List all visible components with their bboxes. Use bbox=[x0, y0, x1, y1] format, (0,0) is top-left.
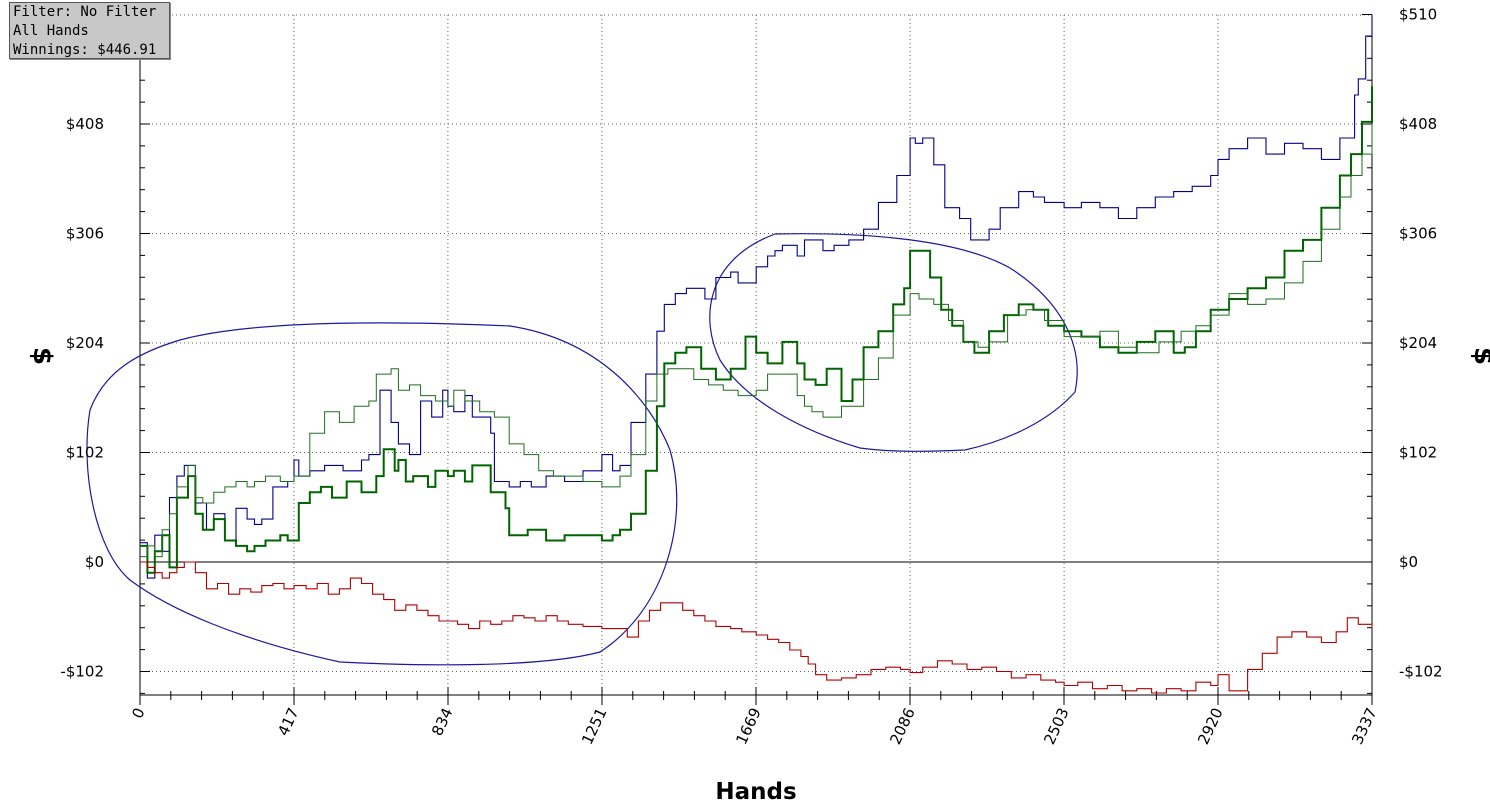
series-lines bbox=[140, 14, 1373, 694]
y-tick-label-left: $0 bbox=[85, 553, 104, 571]
x-tick-label: 834 bbox=[428, 705, 456, 739]
axes bbox=[139, 14, 1373, 705]
x-axis-title: Hands bbox=[715, 779, 796, 805]
x-tick-label: 2086 bbox=[886, 705, 918, 747]
series-line-red bbox=[140, 561, 1373, 694]
y-tick-label-right: $204 bbox=[1399, 334, 1437, 352]
y-tick-label-left: $204 bbox=[66, 334, 104, 352]
y-tick-label-left: $306 bbox=[66, 225, 104, 243]
grid-lines bbox=[140, 14, 1372, 695]
series-line-green-thin bbox=[140, 124, 1373, 558]
x-tick-label: 1251 bbox=[578, 705, 610, 747]
y-tick-label-left: -$102 bbox=[60, 663, 104, 681]
annotation-ellipse-left bbox=[86, 322, 678, 666]
filter-label: Filter: No Filter bbox=[13, 4, 157, 20]
y-tick-label-right: $0 bbox=[1399, 553, 1418, 571]
annotation-ellipses bbox=[86, 233, 1078, 666]
y-tick-label-right: $102 bbox=[1399, 444, 1437, 462]
x-tick-label: 2503 bbox=[1040, 705, 1072, 747]
y-tick-label-left: $102 bbox=[66, 444, 104, 462]
x-tick-label: 1669 bbox=[732, 705, 764, 747]
y-tick-label-right: $306 bbox=[1399, 225, 1437, 243]
x-tick-label: 417 bbox=[274, 705, 302, 739]
filter-info-box: Filter: No Filter All Hands Winnings: $4… bbox=[9, 2, 170, 59]
y-tick-label-right: $408 bbox=[1399, 115, 1437, 133]
series-line-green-thick bbox=[140, 86, 1373, 574]
series-line-blue bbox=[140, 14, 1373, 579]
y-tick-label-left: $408 bbox=[66, 115, 104, 133]
tick-labels: -$102 -$102 $0 $0 $102 $102 $204 $204 $306 $306 $4… bbox=[60, 6, 1442, 748]
y-tick-label-right-top: $510 bbox=[1399, 6, 1437, 24]
x-tick-label: 3337 bbox=[1348, 705, 1380, 747]
hands-label: All Hands bbox=[13, 23, 89, 39]
x-tick-label: 0 bbox=[128, 705, 148, 721]
y-axis-title-left: $ bbox=[27, 347, 57, 365]
x-tick-label: 2920 bbox=[1194, 705, 1226, 747]
winnings-label: Winnings: $446.91 bbox=[13, 42, 157, 58]
y-tick-label-right: -$102 bbox=[1399, 663, 1443, 681]
annotation-ellipse-right bbox=[709, 233, 1078, 452]
y-axis-title-right: $ bbox=[1468, 347, 1490, 365]
